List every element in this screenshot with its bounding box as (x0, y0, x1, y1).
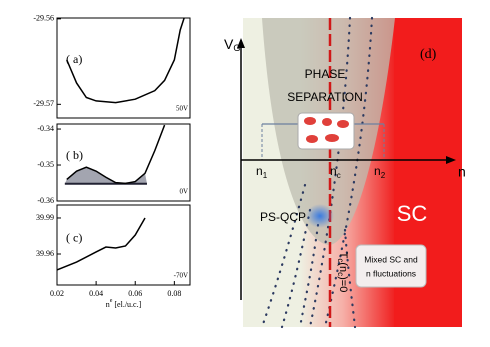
shaded-region (64, 167, 147, 184)
xlabel-rest: [el./u.c.] (114, 300, 141, 309)
x-axis-label: n (458, 164, 466, 180)
y-tick-label: 39.96 (36, 249, 54, 258)
region-label: SEPARATION (287, 90, 363, 104)
tc-label: Tc(nc)=0 (336, 252, 349, 293)
curve (57, 217, 146, 271)
n-marker: n1 (256, 164, 268, 180)
x-tick-label: 0.06 (128, 289, 142, 298)
y-tick-label: -29.56 (33, 14, 54, 23)
phase-diagram: VG n (d) PHASE SEPARATION SC PS-QCP Mixe… (224, 16, 466, 329)
condition-label: 50V (176, 105, 188, 113)
x-tick-label: 0.02 (50, 289, 64, 298)
curve (66, 124, 166, 185)
condition-label: 0V (179, 188, 188, 196)
n-sub: 2 (381, 171, 386, 180)
tc-part: T (337, 252, 349, 259)
n-marker: n2 (374, 164, 386, 180)
panel-label: (d) (420, 47, 437, 62)
arrow (237, 38, 245, 48)
condition-label: -70V (174, 272, 188, 280)
y-tick-label: -0.35 (37, 160, 54, 169)
xlabel-base: n (106, 300, 110, 309)
curve (66, 18, 185, 104)
tc-sub: c (336, 272, 345, 276)
y-tick-label: -29.57 (33, 99, 54, 108)
n-sub: c (337, 171, 341, 180)
n-base: n (374, 164, 381, 178)
y-axis-label: VG (224, 36, 240, 54)
plot-frame (56, 123, 191, 202)
plot-frame (56, 17, 191, 119)
x-tick-label: 0.08 (167, 289, 181, 298)
label-sub: G (233, 43, 240, 53)
tc-part: )=0 (337, 276, 349, 292)
n-marker: nc (330, 164, 341, 180)
panel-label: ( b) (66, 148, 83, 162)
n-sub: 1 (263, 171, 268, 180)
panel-label: ( a) (66, 52, 82, 66)
box-label: n fluctuations (366, 268, 416, 278)
y-tick-label: -0.34 (37, 124, 54, 133)
panel-label: ( c) (66, 230, 82, 244)
qcp-label: PS-QCP (260, 210, 306, 224)
xlabel-sup: e (110, 298, 113, 304)
tc-part: (n (337, 262, 349, 272)
sc-label: SC (397, 201, 428, 226)
region-label: PHASE (305, 67, 346, 81)
mixed-box (355, 244, 427, 288)
label: V (224, 36, 234, 52)
tc-sub: c (336, 258, 345, 262)
y-tick-label: 39.99 (36, 213, 54, 222)
box-label: Mixed SC and (364, 254, 418, 264)
blobs (304, 117, 349, 143)
arrow (446, 156, 456, 164)
dotted-lines (260, 16, 374, 329)
x-tick-label: 0.04 (89, 289, 103, 298)
n-base: n (330, 164, 337, 178)
y-tick-label: -0.36 (37, 196, 54, 205)
x-axis-label: ne [el./u.c.] (106, 298, 142, 308)
n-base: n (256, 164, 263, 178)
qcp-point (306, 204, 334, 228)
left-panels: -29.56 -29.57 ( a) 50V -0.34 -0.35 -0.36 ( b) 0V… (33, 14, 191, 309)
plot-frame (56, 204, 191, 286)
